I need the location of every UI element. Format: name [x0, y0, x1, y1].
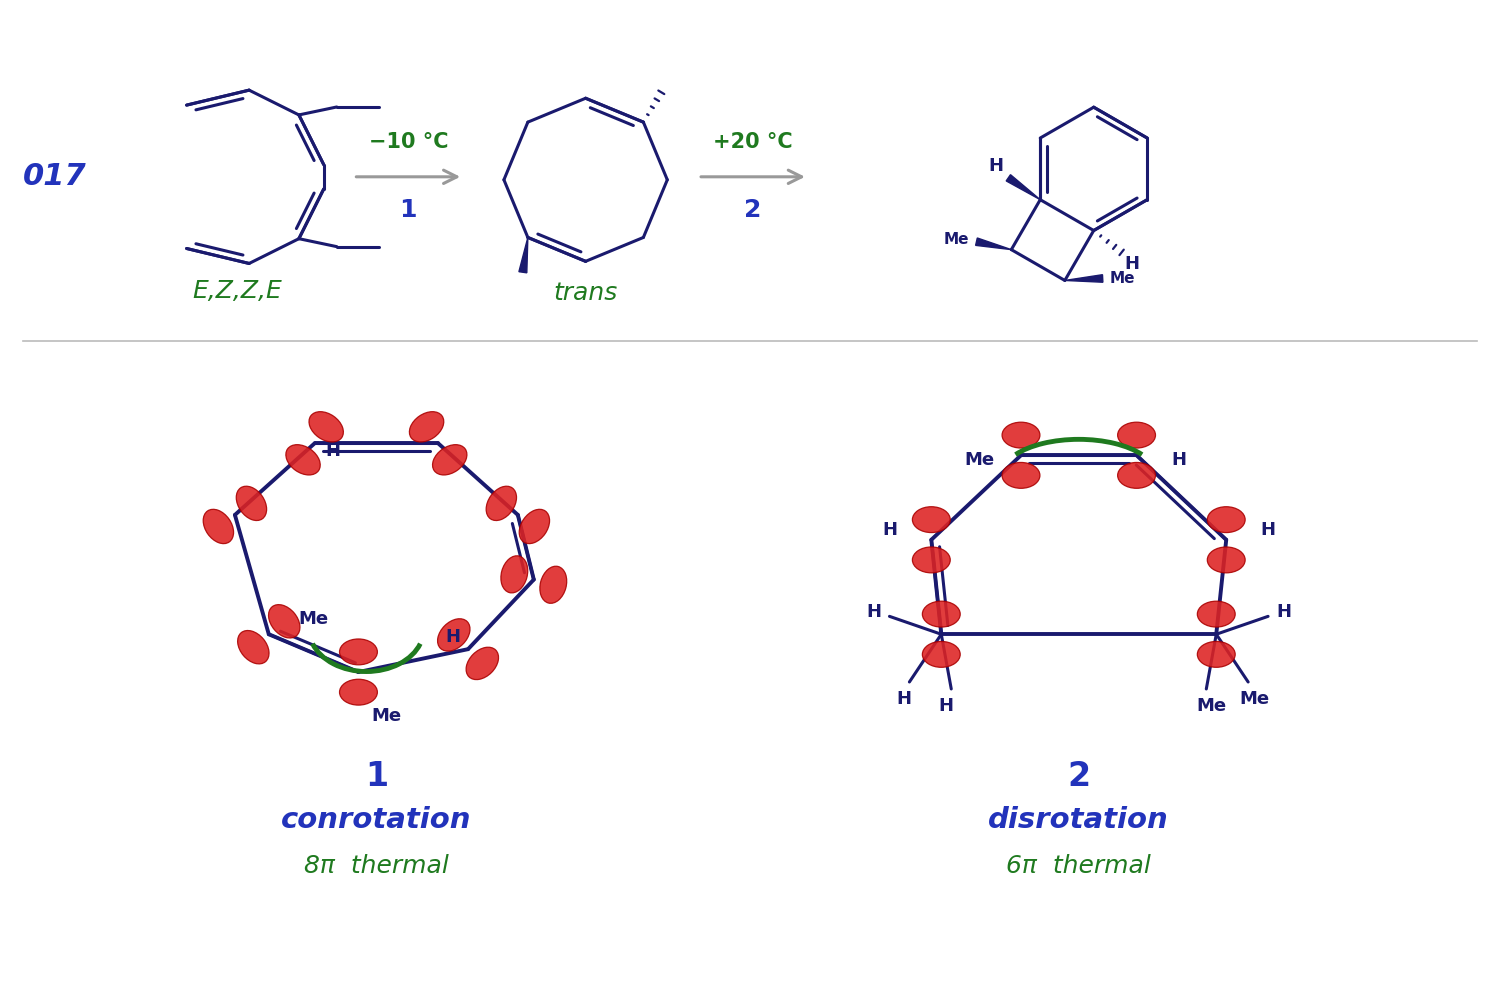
Ellipse shape	[1208, 507, 1245, 533]
Text: Me: Me	[1110, 271, 1136, 286]
Text: 2: 2	[744, 198, 762, 222]
Ellipse shape	[286, 445, 320, 475]
Text: H: H	[446, 628, 460, 646]
Text: Me: Me	[944, 232, 969, 247]
Ellipse shape	[410, 412, 444, 442]
Ellipse shape	[540, 566, 567, 603]
Text: H: H	[326, 442, 340, 460]
Text: H: H	[896, 690, 910, 708]
Text: H: H	[1124, 255, 1138, 273]
Text: H: H	[988, 157, 1004, 175]
Text: Me: Me	[298, 610, 328, 628]
Ellipse shape	[1197, 641, 1234, 667]
Ellipse shape	[1197, 601, 1234, 627]
Text: 6π  thermal: 6π thermal	[1007, 854, 1150, 878]
Text: 2: 2	[1066, 760, 1090, 793]
Text: 1: 1	[364, 760, 388, 793]
Polygon shape	[1007, 175, 1040, 200]
Text: H: H	[1260, 521, 1275, 539]
Text: conrotation: conrotation	[280, 806, 471, 834]
Polygon shape	[975, 238, 1011, 250]
Ellipse shape	[432, 445, 466, 475]
Ellipse shape	[309, 412, 344, 442]
Ellipse shape	[912, 507, 951, 533]
Ellipse shape	[438, 619, 470, 651]
Text: H: H	[1172, 451, 1186, 469]
Polygon shape	[519, 237, 528, 273]
Text: H: H	[939, 697, 954, 715]
Ellipse shape	[912, 547, 951, 573]
Text: +20 °C: +20 °C	[712, 132, 794, 152]
Ellipse shape	[268, 605, 300, 638]
Text: 8π  thermal: 8π thermal	[304, 854, 448, 878]
Text: 1: 1	[399, 198, 417, 222]
Ellipse shape	[501, 556, 528, 593]
Text: H: H	[865, 603, 880, 621]
Text: 017: 017	[22, 162, 87, 191]
Polygon shape	[1065, 275, 1102, 282]
Ellipse shape	[237, 486, 267, 521]
Text: Me: Me	[1196, 697, 1227, 715]
Text: −10 °C: −10 °C	[369, 132, 448, 152]
Ellipse shape	[1118, 422, 1155, 448]
Text: Me: Me	[1239, 690, 1269, 708]
Text: E,Z,Z,E: E,Z,Z,E	[192, 279, 282, 303]
Ellipse shape	[202, 509, 234, 544]
Ellipse shape	[1002, 462, 1040, 488]
Ellipse shape	[1208, 547, 1245, 573]
Text: Me: Me	[372, 707, 402, 725]
Ellipse shape	[922, 641, 960, 667]
Ellipse shape	[466, 647, 498, 680]
Ellipse shape	[339, 679, 378, 705]
Ellipse shape	[486, 486, 516, 521]
Text: H: H	[882, 521, 897, 539]
Ellipse shape	[339, 639, 378, 665]
Text: Me: Me	[964, 451, 994, 469]
Ellipse shape	[237, 631, 268, 664]
Ellipse shape	[519, 509, 549, 544]
Ellipse shape	[1118, 462, 1155, 488]
Ellipse shape	[1002, 422, 1040, 448]
Text: H: H	[1276, 603, 1292, 621]
Ellipse shape	[922, 601, 960, 627]
Text: disrotation: disrotation	[988, 806, 1168, 834]
Text: trans: trans	[554, 281, 618, 305]
